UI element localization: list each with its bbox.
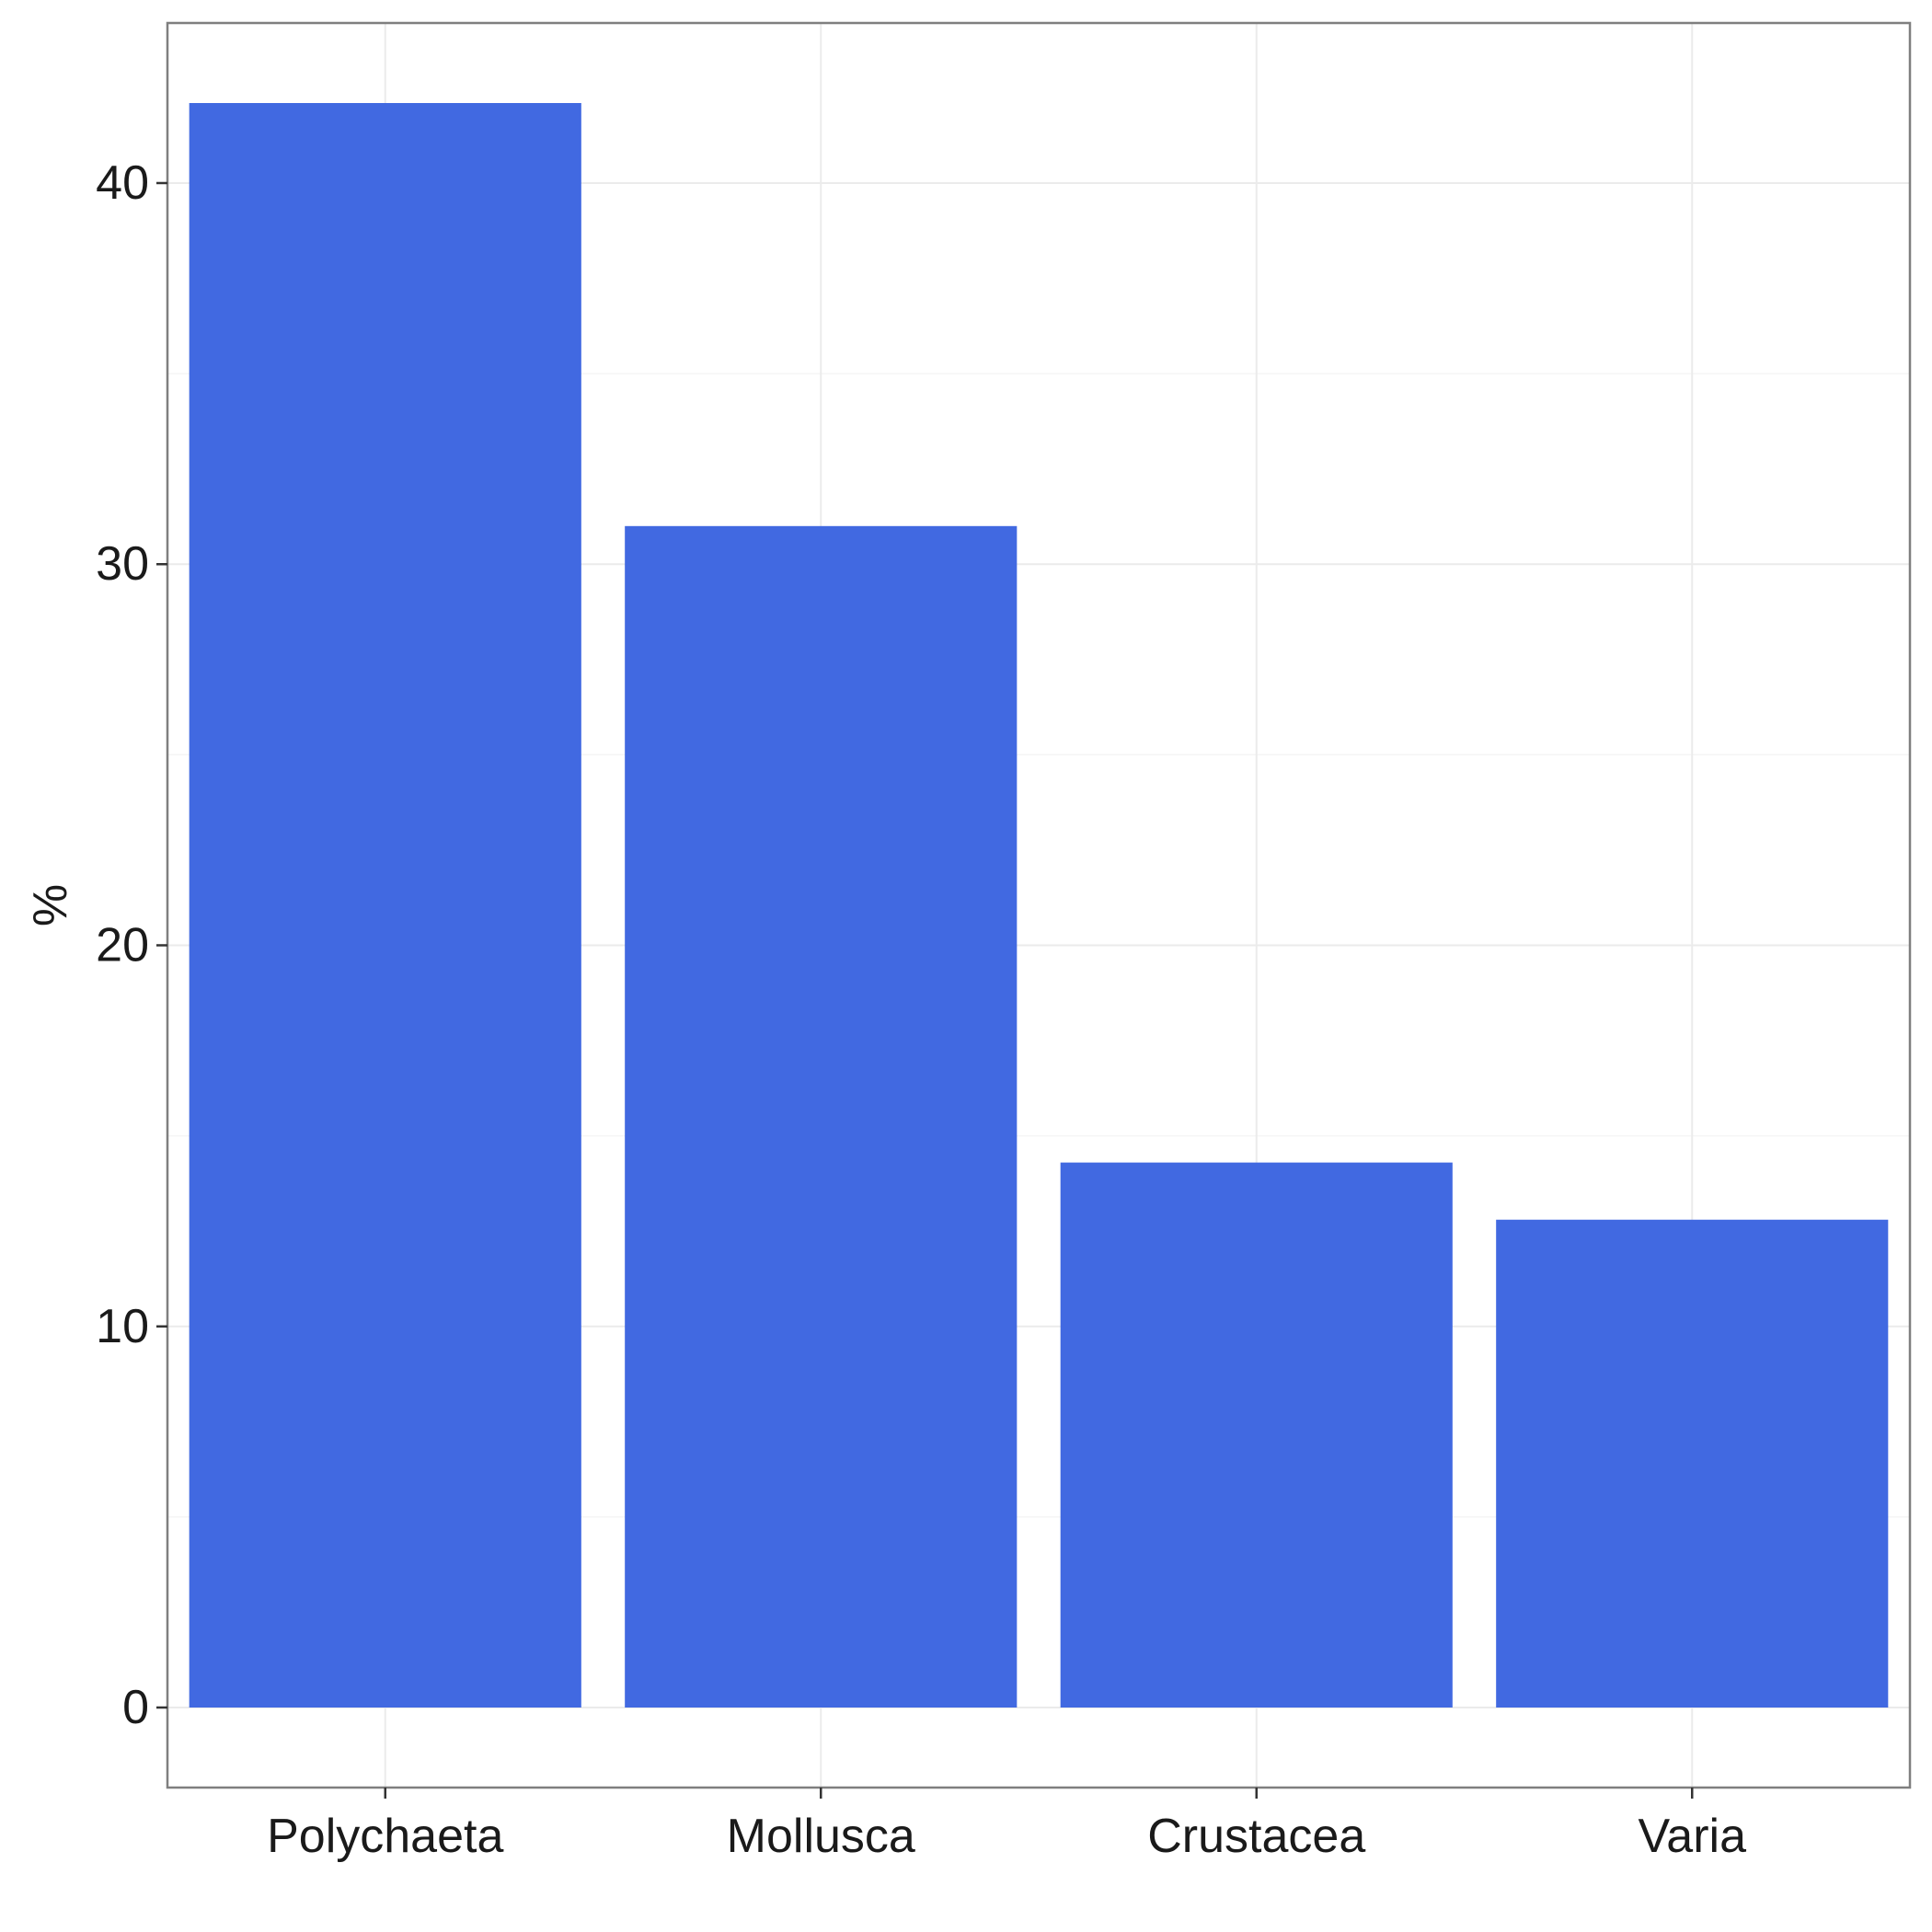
x-tick-label: Crustacea xyxy=(1147,1810,1365,1863)
panel-border xyxy=(166,21,1912,1789)
bar-polychaeta xyxy=(189,102,581,1708)
bar-mollusca xyxy=(625,525,1018,1708)
bar-varia xyxy=(1496,1219,1889,1708)
y-tick-label: 40 xyxy=(96,156,149,210)
x-tick-label: Varia xyxy=(1638,1810,1746,1863)
x-tick-label: Mollusca xyxy=(727,1810,915,1863)
y-tick-label: 10 xyxy=(96,1300,149,1353)
x-tick-label: Polychaeta xyxy=(267,1810,503,1863)
bars xyxy=(189,102,1889,1708)
y-axis-title: % xyxy=(24,884,77,926)
y-tick-label: 20 xyxy=(96,918,149,972)
y-axis: 0 10 20 30 40 xyxy=(96,156,167,1734)
y-tick-label: 0 xyxy=(122,1681,149,1734)
y-tick-label: 30 xyxy=(96,537,149,591)
x-axis: Polychaeta Mollusca Crustacea Varia xyxy=(267,1788,1746,1863)
bar-crustacea xyxy=(1060,1162,1453,1708)
